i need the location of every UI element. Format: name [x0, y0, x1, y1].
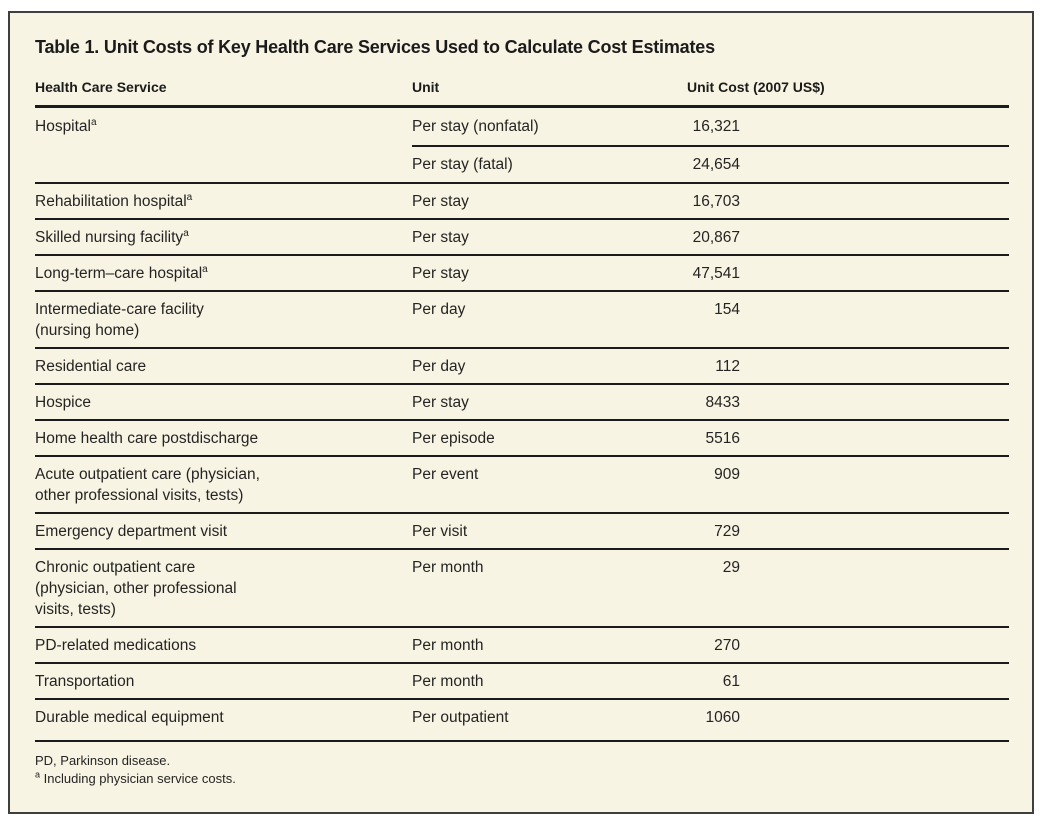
column-header-service: Health Care Service: [35, 79, 167, 95]
unit-cell: Per visit: [412, 523, 468, 540]
unit-cell: Per month: [412, 637, 484, 654]
table-row: Acute outpatient care (physician, other …: [35, 457, 1009, 514]
service-cell: Transportation: [35, 673, 135, 690]
unit-cell: Per stay (nonfatal): [412, 118, 539, 135]
service-cell: Durable medical equipment: [35, 709, 224, 726]
unit-cell: Per month: [412, 559, 484, 576]
service-cell: Intermediate-care facility (nursing home…: [35, 301, 204, 339]
service-cell: Home health care postdischarge: [35, 430, 259, 447]
unit-cell: Per outpatient: [412, 709, 509, 726]
cost-cell: 61: [722, 673, 740, 690]
cost-cell: 20,867: [692, 229, 740, 246]
cost-cell: 29: [722, 559, 740, 576]
cost-cell: 154: [714, 301, 740, 318]
unit-cell: Per stay: [412, 394, 469, 411]
column-header-unit-cost: Unit Cost (2007 US$): [687, 79, 825, 95]
table-row: Hospitala Per stay (nonfatal) 16,321 Per st…: [35, 108, 1009, 184]
filler: [740, 521, 1009, 542]
footnote-marker: a: [91, 116, 97, 128]
cost-cell: 729: [714, 523, 740, 540]
filler: [740, 392, 1009, 413]
cost-cell: 5516: [705, 430, 740, 447]
filler: [740, 464, 1009, 506]
table-panel: Table 1. Unit Costs of Key Health Care S…: [8, 11, 1034, 814]
filler: [740, 263, 1009, 284]
sub-row: Per stay (fatal) 24,654: [412, 147, 1009, 182]
cost-cell: 270: [714, 637, 740, 654]
column-headers: Health Care Service Unit Unit Cost (2007…: [35, 79, 1009, 108]
table-row: Residential care Per day 112: [35, 349, 1009, 385]
unit-cell: Per stay (fatal): [412, 156, 513, 173]
cost-cell: 16,321: [692, 118, 740, 135]
cost-cell: 24,654: [692, 156, 740, 173]
table-row: Skilled nursing facilitya Per stay 20,867: [35, 220, 1009, 256]
service-cell: Long-term–care hospitala: [35, 263, 208, 282]
sub-rows: Per stay (nonfatal) 16,321 Per stay (fatal…: [412, 108, 1009, 182]
unit-cell: Per stay: [412, 229, 469, 246]
cost-cell: 16,703: [692, 193, 740, 210]
unit-cell: Per stay: [412, 265, 469, 282]
service-cell: Chronic outpatient care (physician, othe…: [35, 559, 237, 618]
filler: [740, 299, 1009, 341]
footnote-marker: a: [183, 227, 189, 239]
service-cell: Rehabilitation hospitala: [35, 191, 193, 210]
unit-cell: Per episode: [412, 430, 495, 447]
filler: [740, 116, 1009, 137]
service-cell: Residential care: [35, 358, 147, 375]
sub-row: Per stay (nonfatal) 16,321: [412, 108, 1009, 147]
cost-cell: 112: [715, 358, 740, 375]
footnote-marker: a: [186, 191, 193, 203]
table-row: Home health care postdischarge Per episod…: [35, 421, 1009, 457]
filler: [740, 557, 1009, 620]
table-body: Hospitala Per stay (nonfatal) 16,321 Per st…: [35, 108, 1009, 742]
service-cell: Emergency department visit: [35, 523, 228, 540]
service-cell: PD-related medications: [35, 637, 197, 654]
column-header-unit: Unit: [412, 79, 440, 95]
table-row: Transportation Per month 61: [35, 664, 1009, 700]
service-cell: Acute outpatient care (physician, other …: [35, 466, 260, 504]
table-row: Rehabilitation hospitala Per stay 16,703: [35, 184, 1009, 220]
filler: [740, 356, 1009, 377]
filler: [740, 154, 1009, 175]
footnote-a-text: Including physician service costs.: [43, 771, 236, 786]
filler: [740, 227, 1009, 248]
filler: [740, 191, 1009, 212]
unit-cell: Per stay: [412, 193, 469, 210]
cost-cell: 47,541: [692, 265, 740, 282]
filler: [740, 671, 1009, 692]
cost-cell: 8433: [705, 394, 740, 411]
footnotes: PD, Parkinson disease. a Including physi…: [35, 742, 1009, 788]
unit-cell: Per month: [412, 673, 484, 690]
footnote-a-marker: a: [35, 769, 41, 780]
table-inner: Table 1. Unit Costs of Key Health Care S…: [10, 35, 1032, 788]
filler: [740, 707, 1009, 728]
service-cell: Hospitala: [35, 116, 97, 135]
footnote-abbreviation: PD, Parkinson disease.: [35, 753, 171, 768]
table-row: PD-related medications Per month 270: [35, 628, 1009, 664]
table-row: Long-term–care hospitala Per stay 47,541: [35, 256, 1009, 292]
filler: [740, 428, 1009, 449]
cost-cell: 1060: [705, 709, 740, 726]
filler: [740, 635, 1009, 656]
table-row: Emergency department visit Per visit 729: [35, 514, 1009, 550]
unit-cell: Per day: [412, 358, 466, 375]
service-cell: Skilled nursing facilitya: [35, 227, 189, 246]
table-row: Hospice Per stay 8433: [35, 385, 1009, 421]
table-row: Intermediate-care facility (nursing home…: [35, 292, 1009, 349]
service-cell: Hospice: [35, 394, 91, 411]
table-row: Durable medical equipment Per outpatient 1…: [35, 700, 1009, 742]
unit-cell: Per day: [412, 301, 466, 318]
footnote-a: a Including physician service costs.: [35, 770, 1009, 788]
cost-cell: 909: [714, 466, 740, 483]
unit-cell: Per event: [412, 466, 479, 483]
footnote-marker: a: [202, 263, 208, 275]
table-title: Table 1. Unit Costs of Key Health Care S…: [35, 37, 715, 57]
table-row: Chronic outpatient care (physician, othe…: [35, 550, 1009, 628]
